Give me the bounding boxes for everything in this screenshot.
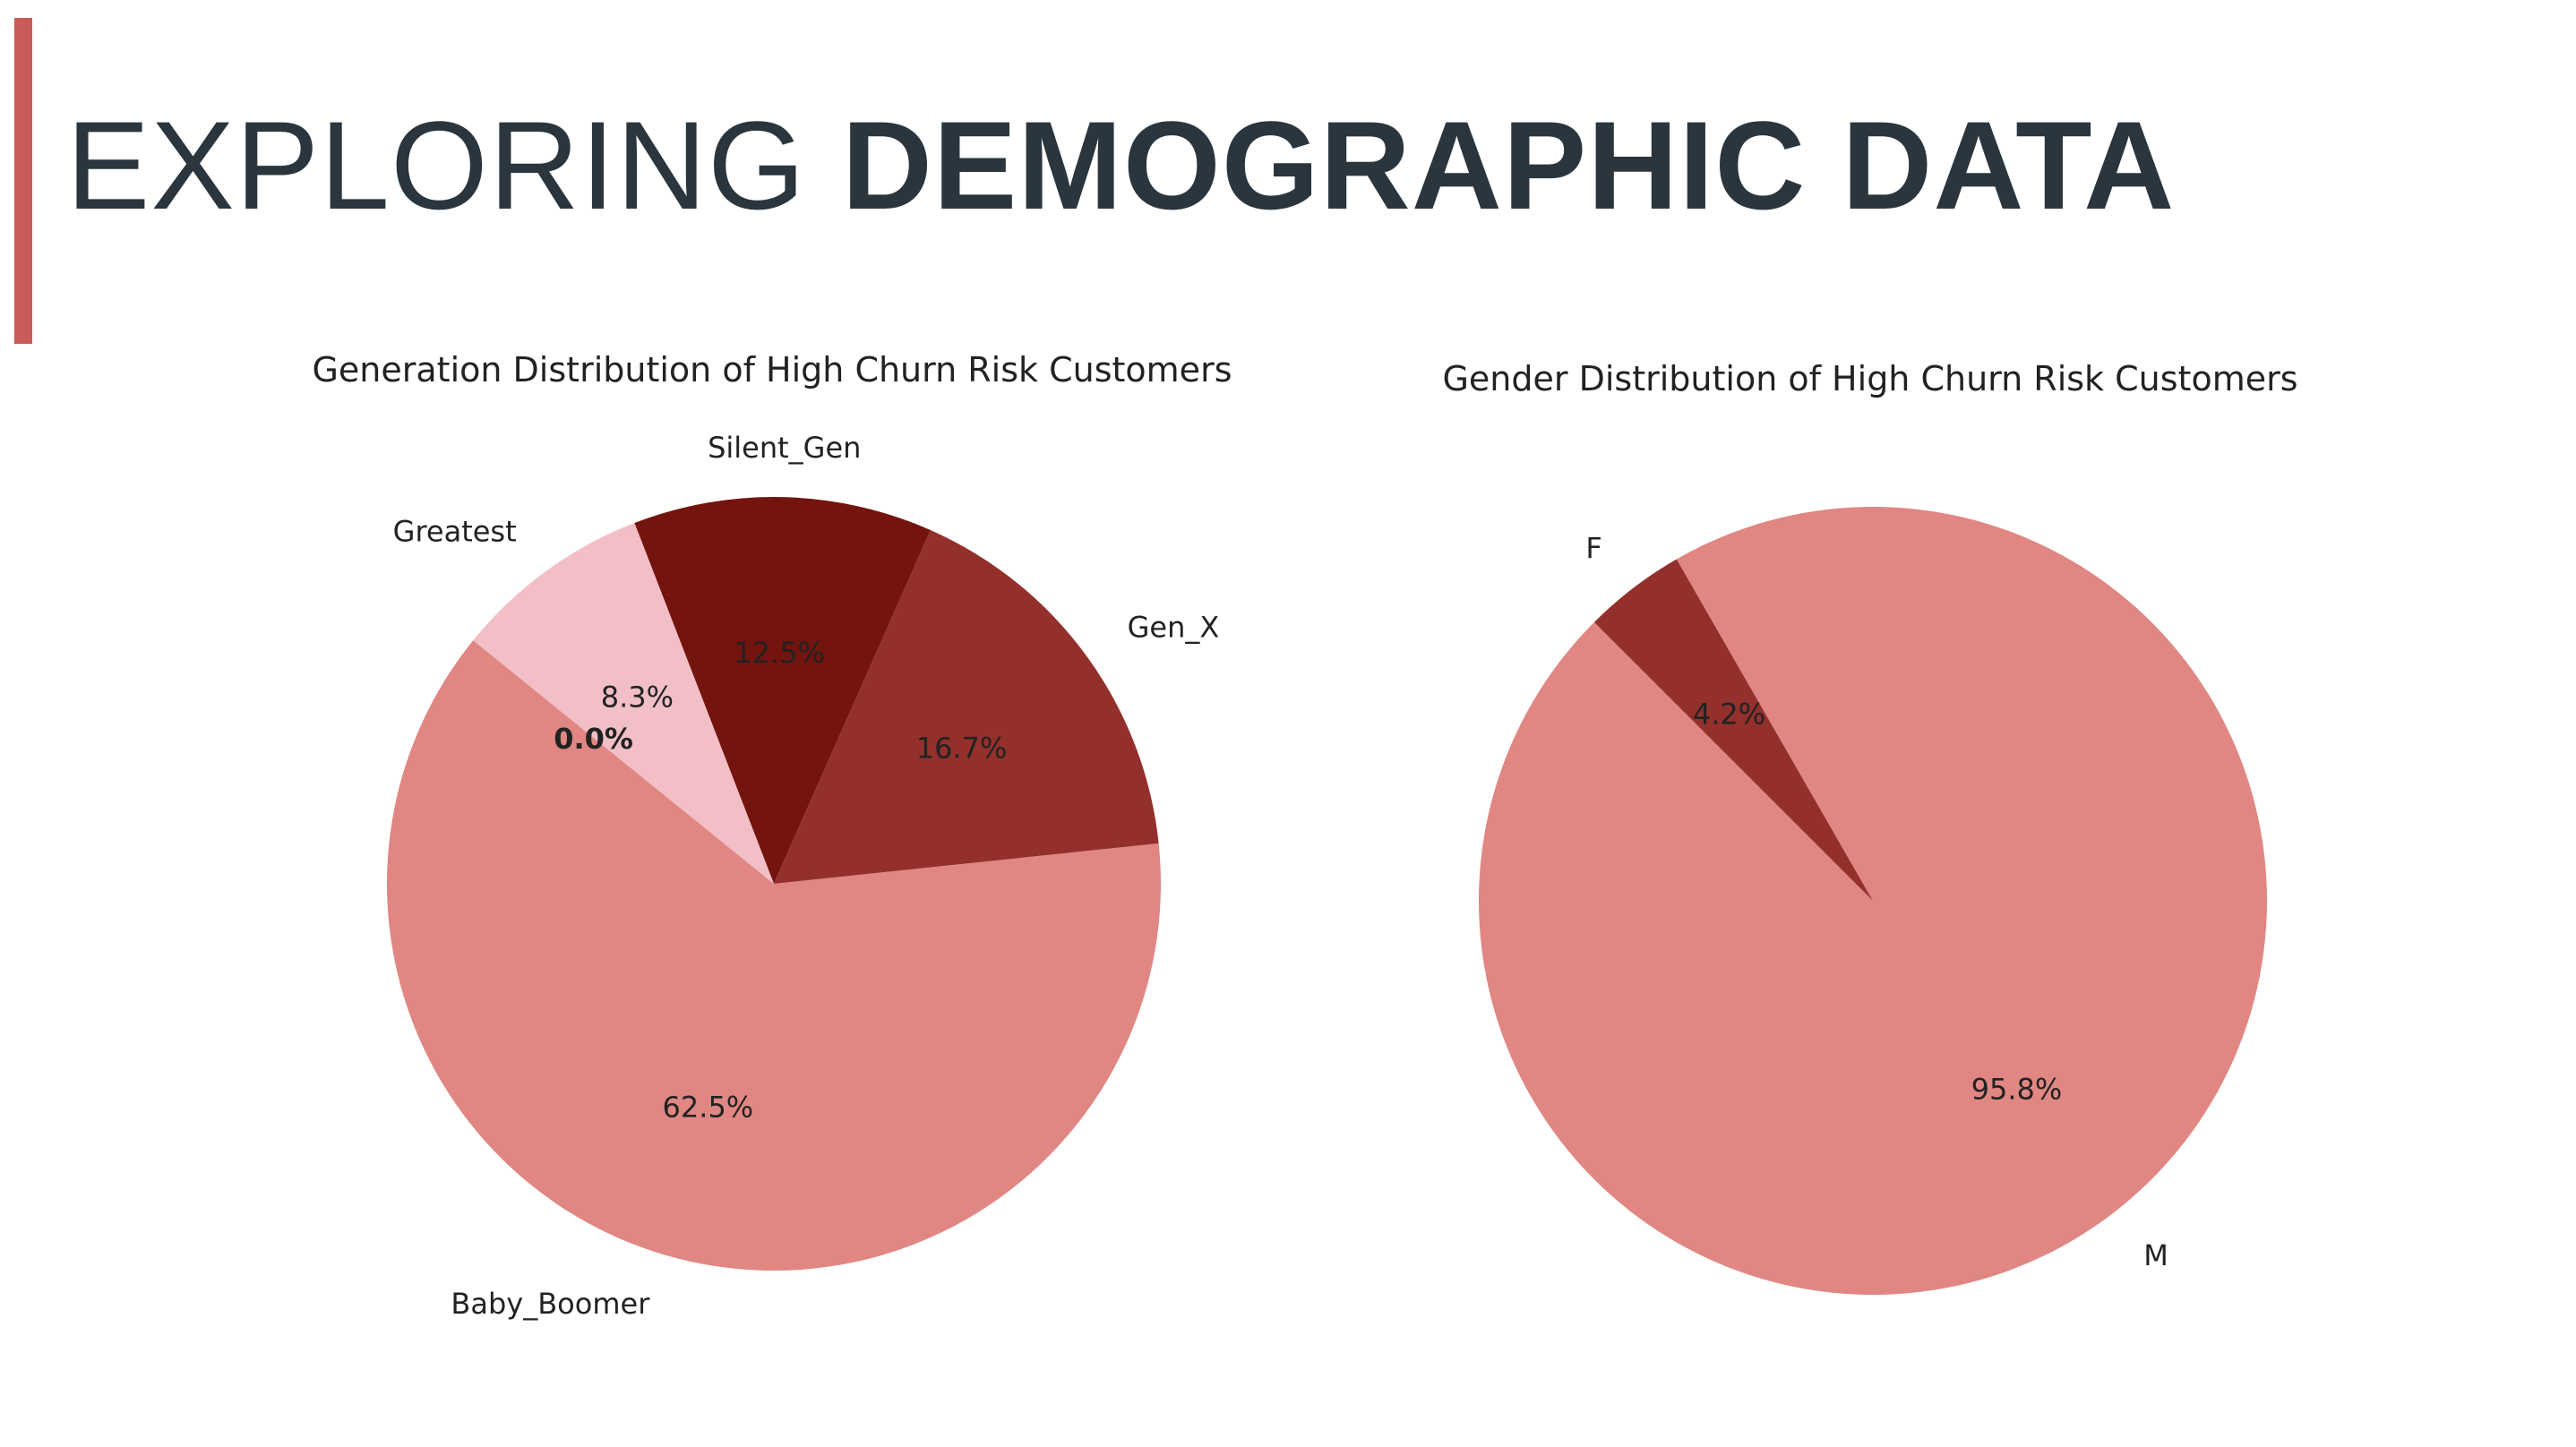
- generation-empty-4-pct-label: 0.0%: [554, 722, 633, 756]
- gender-m-category-label: M: [2143, 1238, 2168, 1272]
- gender-chart-title: Gender Distribution of High Churn Risk C…: [1442, 359, 2297, 398]
- generation-chart-title: Generation Distribution of High Churn Ri…: [312, 350, 1232, 390]
- gender-pie-slices: [1478, 507, 2267, 1295]
- generation-silent-gen-slice: [634, 497, 931, 884]
- gender-f-pct-label: 4.2%: [1693, 697, 1765, 731]
- generation-gen-x-pct-label: 16.7%: [916, 731, 1008, 765]
- generation-greatest-category-label: Greatest: [393, 514, 517, 548]
- generation-silent-gen-pct-label: 12.5%: [734, 636, 825, 670]
- generation-gen-x-category-label: Gen_X: [1128, 611, 1220, 645]
- generation-greatest-slice: [473, 523, 774, 884]
- slide-title-light: EXPLORING: [66, 95, 842, 235]
- gender-pie-chart: Gender Distribution of High Churn Risk C…: [1442, 359, 2298, 1295]
- generation-greatest-pct-label: 8.3%: [601, 680, 674, 714]
- generation-silent-gen-category-label: Silent_Gen: [708, 431, 861, 465]
- generation-baby-boomer-slice: [386, 640, 1161, 1271]
- generation-pie-slices: [386, 497, 1161, 1271]
- generation-gen-x-slice: [774, 529, 1159, 884]
- gender-f-category-label: F: [1585, 531, 1601, 565]
- gender-f-slice: [1593, 559, 1873, 901]
- generation-baby-boomer-pct-label: 62.5%: [663, 1091, 754, 1125]
- gender-m-slice: [1478, 507, 2267, 1295]
- generation-pie-chart: Generation Distribution of High Churn Ri…: [312, 350, 1232, 1321]
- slide-title-bold: DEMOGRAPHIC DATA: [841, 95, 2176, 235]
- title-accent-bar: [14, 18, 32, 344]
- generation-pie-labels: 62.5% Baby_Boomer 16.7% Gen_X 12.5% Silent_Ge…: [393, 431, 1220, 1321]
- slide-title: EXPLORING DEMOGRAPHIC DATA: [66, 90, 2175, 242]
- gender-m-pct-label: 95.8%: [1971, 1073, 2063, 1107]
- generation-baby-boomer-category-label: Baby_Boomer: [451, 1287, 650, 1321]
- gender-pie-labels: 95.8% M 4.2% F: [1585, 531, 2168, 1272]
